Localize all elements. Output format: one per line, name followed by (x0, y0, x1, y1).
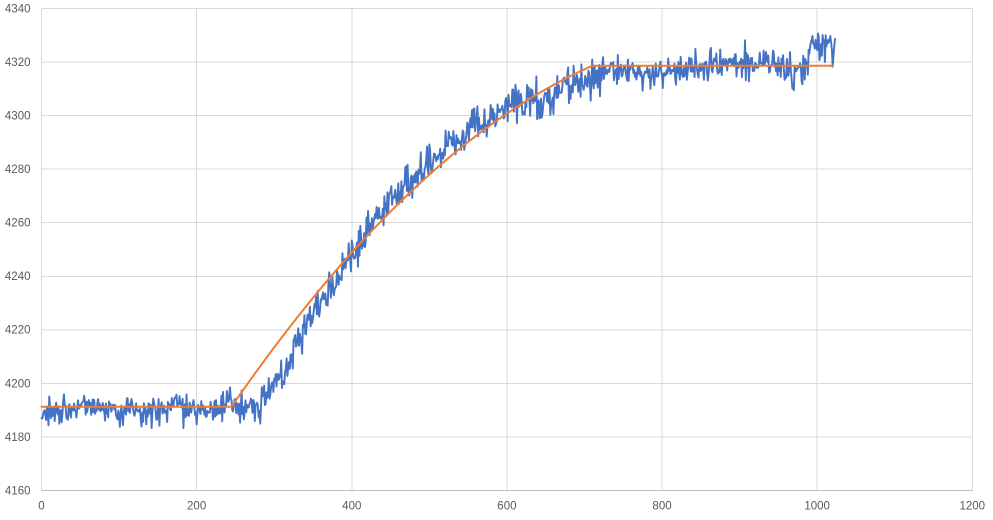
svg-text:4300: 4300 (5, 111, 31, 123)
svg-text:4280: 4280 (5, 164, 31, 176)
svg-text:4200: 4200 (5, 378, 31, 390)
svg-text:1200: 1200 (960, 501, 986, 513)
svg-text:4260: 4260 (5, 218, 31, 230)
svg-text:800: 800 (652, 501, 671, 513)
svg-text:4320: 4320 (5, 57, 31, 69)
svg-text:400: 400 (342, 501, 361, 513)
svg-text:1000: 1000 (804, 501, 830, 513)
svg-text:4240: 4240 (5, 271, 31, 283)
svg-text:200: 200 (187, 501, 206, 513)
svg-text:4180: 4180 (5, 432, 31, 444)
svg-text:600: 600 (497, 501, 516, 513)
svg-text:4220: 4220 (5, 325, 31, 337)
svg-text:0: 0 (38, 501, 44, 513)
svg-text:4160: 4160 (5, 485, 31, 497)
svg-text:4340: 4340 (5, 3, 31, 15)
